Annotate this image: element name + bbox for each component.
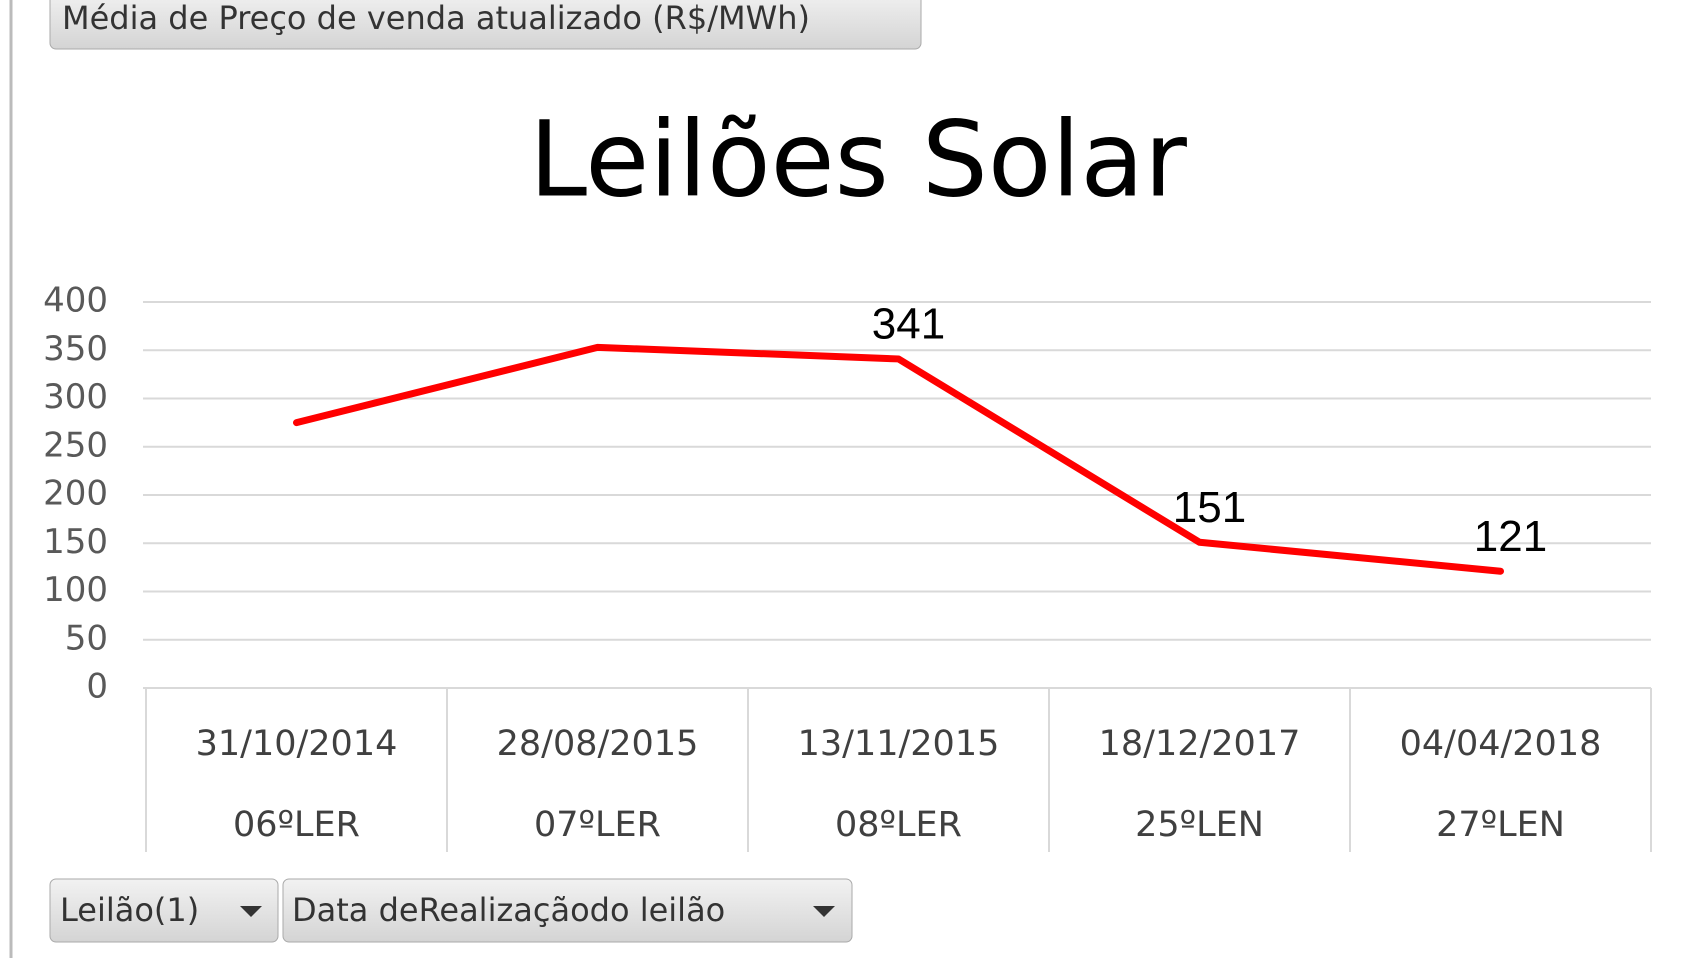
x-tick-label: 28/08/2015	[497, 724, 699, 764]
x-tick-label: 31/10/2014	[196, 724, 398, 764]
y-tick-label: 350	[43, 329, 108, 369]
x-group-label: 06ºLER	[233, 805, 360, 845]
y-tick-label: 0	[86, 667, 108, 707]
x-tick-label: 04/04/2018	[1400, 724, 1602, 764]
series-line	[293, 343, 1504, 575]
x-tick-label: 13/11/2015	[798, 724, 1000, 764]
data-label: 121	[1474, 512, 1547, 561]
filter-button[interactable]: Leilão(1)	[49, 878, 279, 943]
x-group-label: 08ºLER	[835, 805, 962, 845]
filter-button-label: Data deRealizaçãodo leilão	[292, 891, 725, 929]
x-group-label: 07ºLER	[534, 805, 661, 845]
x-group-label: 27ºLEN	[1436, 805, 1565, 845]
field-button[interactable]: Média de Preço de venda atualizado (R$/M…	[49, 0, 922, 50]
field-button-label: Média de Preço de venda atualizado (R$/M…	[62, 0, 810, 37]
y-tick-label: 150	[43, 522, 108, 562]
y-tick-label: 300	[43, 377, 108, 417]
filter-button-label: Leilão(1)	[60, 891, 199, 929]
y-tick-label: 400	[43, 281, 108, 321]
y-tick-label: 200	[43, 474, 108, 514]
x-group-label: 25ºLEN	[1135, 805, 1264, 845]
y-tick-label: 100	[43, 570, 108, 610]
data-label: 151	[1173, 483, 1246, 532]
filter-button[interactable]: Data deRealizaçãodo leilão	[282, 878, 853, 943]
y-tick-label: 50	[65, 618, 108, 658]
data-label: 341	[872, 300, 945, 349]
y-tick-label: 250	[43, 425, 108, 465]
x-tick-label: 18/12/2017	[1099, 724, 1301, 764]
chart-title: Leilões Solar	[529, 98, 1187, 220]
